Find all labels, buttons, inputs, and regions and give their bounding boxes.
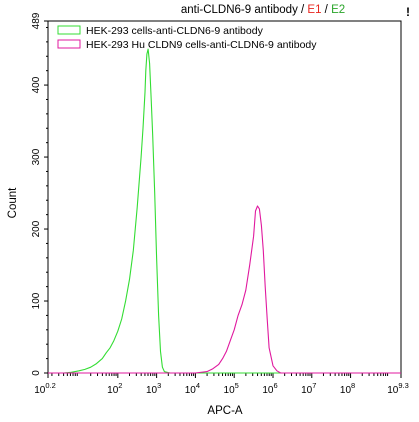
plot-frame — [47, 20, 402, 374]
y-axis-label: Count — [7, 187, 19, 218]
x-tick-label: 108 — [340, 381, 355, 396]
x-tick-label: 107 — [301, 381, 316, 396]
title-part-3: E2 — [331, 4, 345, 16]
series-line-2 — [48, 205, 401, 374]
x-tick-label: 109.3 — [387, 381, 409, 396]
x-axis-label: APC-A — [207, 405, 242, 417]
legend: HEK-293 cells-anti-CLDN6-9 antibody HEK-2… — [57, 25, 317, 51]
title-part-0: anti-CLDN6-9 antibody / — [181, 4, 308, 16]
x-tick-label: 100.2 — [34, 381, 56, 396]
y-tick-label: 200 — [31, 220, 42, 237]
x-tick-label: 102 — [107, 381, 122, 396]
plot-area — [47, 20, 402, 374]
x-tick-label: 106 — [262, 381, 277, 396]
legend-swatch-2 — [57, 39, 81, 49]
legend-swatch-1 — [57, 25, 81, 35]
chart-title: anti-CLDN6-9 antibody / E1 / E2 — [181, 4, 345, 16]
x-tick-label: 104 — [185, 381, 200, 396]
y-tick-label: 0 — [31, 370, 42, 376]
y-axis: 0 100 200 300 400 489 — [31, 12, 48, 376]
y-tick-label: 489 — [31, 12, 42, 29]
y-tick-label: 100 — [31, 292, 42, 309]
title-part-1: E1 — [307, 4, 321, 16]
y-tick-label: 300 — [31, 148, 42, 165]
y-tick-label: 400 — [31, 76, 42, 93]
x-tick-label: 105 — [224, 381, 239, 396]
legend-label-1: HEK-293 cells-anti-CLDN6-9 antibody — [86, 25, 264, 37]
legend-label-2: HEK-293 Hu CLDN9 cells-anti-CLDN6-9 anti… — [86, 39, 317, 51]
x-axis: 100.2 102 103 104 105 106 107 108 109.3 — [34, 373, 409, 396]
series-line-1 — [48, 48, 401, 374]
title-part-2: / — [321, 4, 331, 16]
corner-mark: ! — [406, 5, 410, 19]
x-tick-label: 103 — [146, 381, 161, 396]
series-layer — [48, 48, 401, 374]
